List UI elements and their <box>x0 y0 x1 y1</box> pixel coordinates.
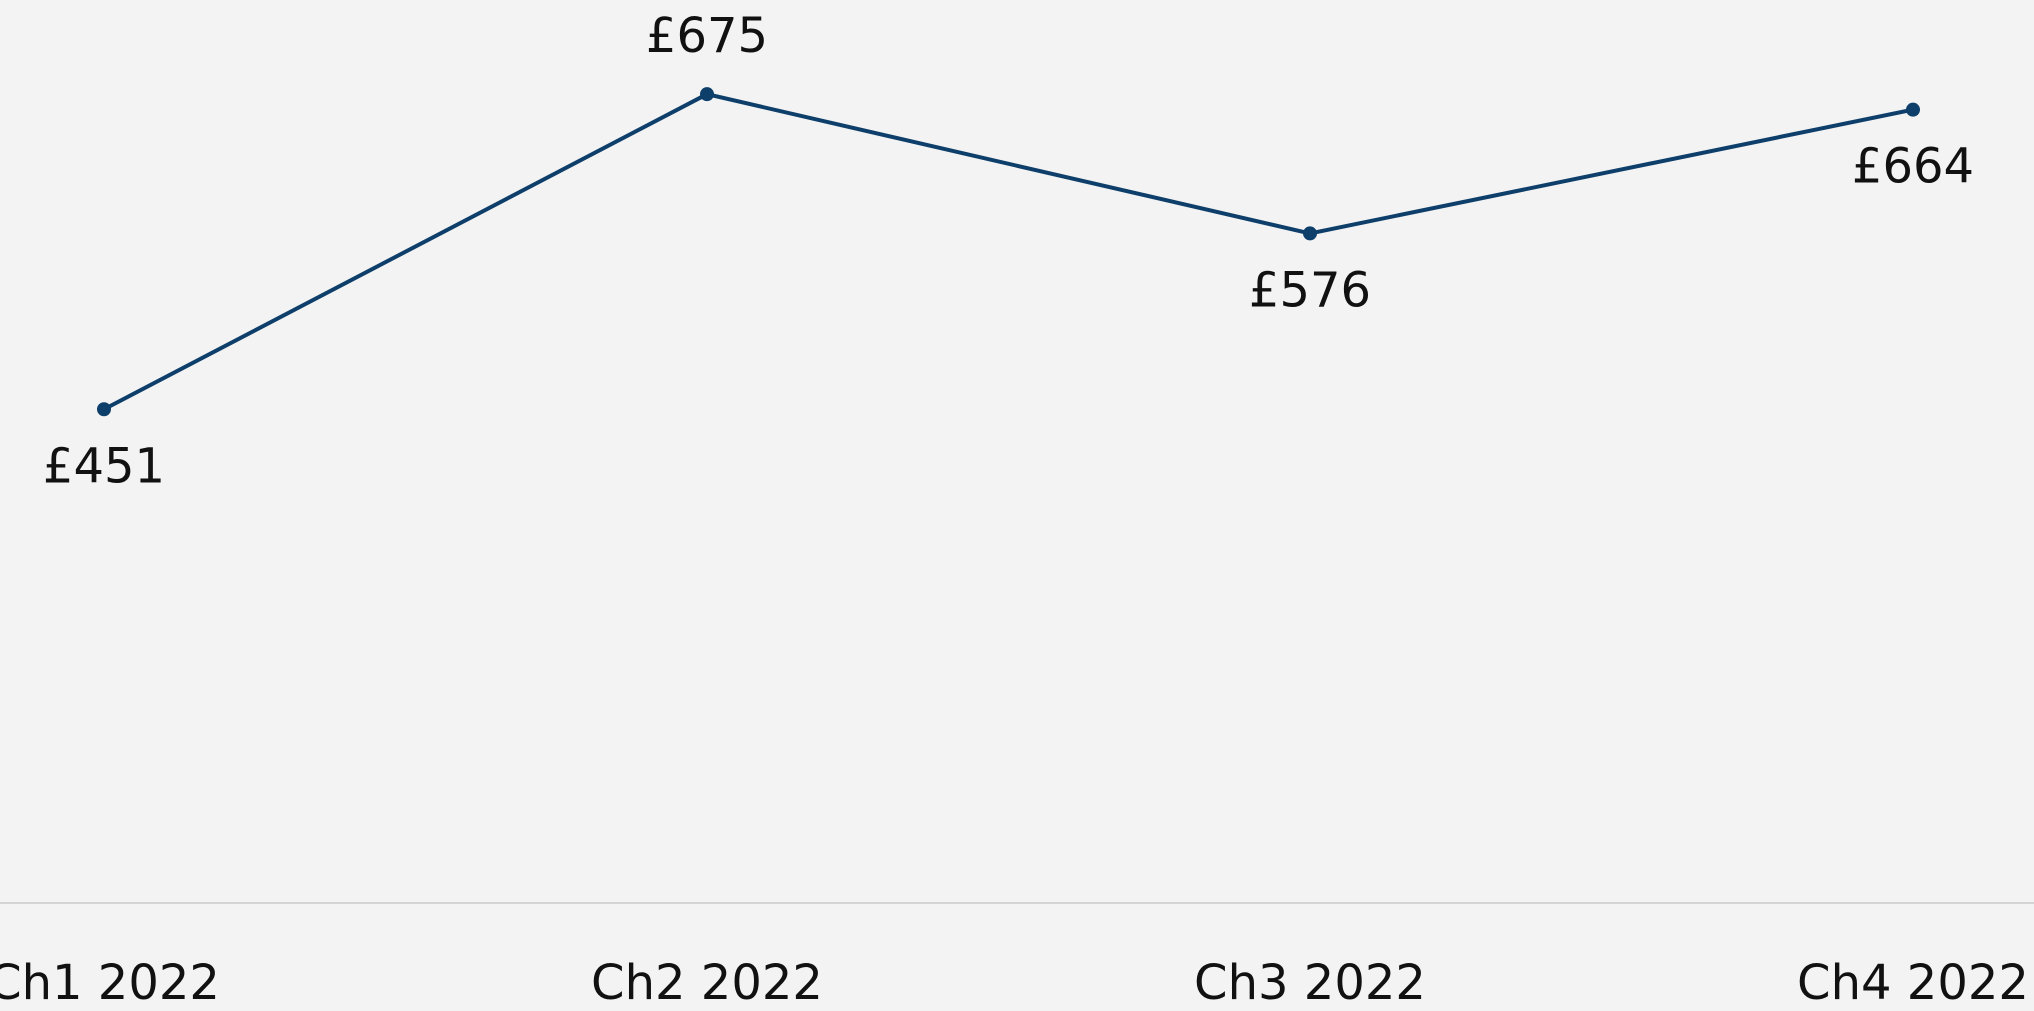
data-label: £675 <box>646 8 768 64</box>
x-tick-label: Ch4 2022 <box>1797 955 2029 1011</box>
data-point <box>700 87 714 102</box>
data-point <box>1906 102 1920 117</box>
data-label: £664 <box>1852 139 1974 195</box>
data-label: £576 <box>1249 262 1371 318</box>
data-label: £451 <box>43 438 165 494</box>
x-tick-label: Ch3 2022 <box>1194 955 1426 1011</box>
line-series <box>103 92 1914 412</box>
x-tick-label: Ch2 2022 <box>591 955 823 1011</box>
data-point <box>97 402 111 417</box>
x-tick-label: Ch1 2022 <box>0 955 220 1011</box>
data-point <box>1303 226 1317 241</box>
